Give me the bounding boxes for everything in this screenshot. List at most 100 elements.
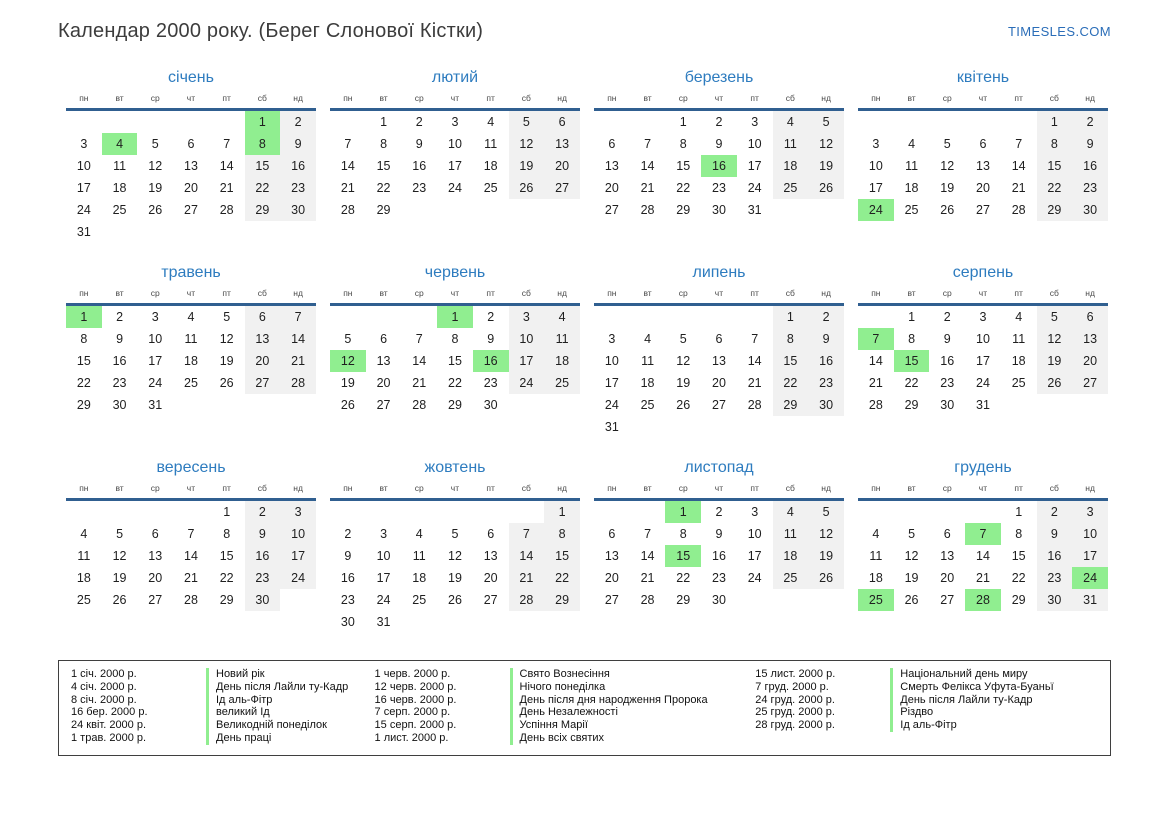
day-cell: 29 (76, 398, 91, 412)
month-жовтень: жовтень пн вт ср чт пт сб нд 1 2 3 4 5 6 7 8 9 10 11 12 13 14… (330, 459, 580, 635)
week-row: 1 (330, 499, 580, 524)
holiday-name: Великодній понеділок (206, 719, 327, 732)
empty-cell (473, 199, 509, 221)
day-cell: 23 (940, 376, 955, 390)
day-cell: 11 (869, 549, 883, 563)
day-cell: 9 (280, 133, 316, 155)
week-row: 16 17 18 19 20 21 22 (330, 567, 580, 589)
day-cell: 20 (712, 376, 726, 390)
day-cell: 9 (943, 332, 951, 346)
legend-row: 25 груд. 2000 р. Різдво (755, 706, 1095, 720)
empty-cell (437, 500, 473, 524)
holiday-marker-icon (509, 706, 513, 720)
day-cell: 1 (1036, 109, 1073, 133)
weekday-header: пт (486, 483, 495, 493)
weekday-header: ср (150, 483, 160, 493)
empty-cell (701, 416, 737, 438)
day-cell: 10 (76, 159, 91, 173)
weekday-header: ср (414, 483, 424, 493)
holiday-marker-icon (206, 731, 209, 745)
weekday-header: ср (678, 483, 688, 493)
day-cell: 15 (76, 354, 91, 368)
holiday-name-text: День після Лайли ту-Кадр (900, 693, 1033, 706)
day-cell: 20 (244, 350, 281, 372)
day-cell: 23 (112, 376, 127, 390)
day-cell: 4 (772, 109, 809, 133)
day-cell: 8 (1036, 133, 1073, 155)
weekday-header: сб (785, 93, 795, 103)
day-cell: 10 (976, 332, 990, 346)
day-cell: 28 (965, 589, 1001, 611)
empty-cell (330, 110, 366, 134)
holiday-marker-icon (509, 693, 513, 707)
holiday-date: 1 лист. 2000 р. (374, 731, 449, 744)
empty-cell (102, 500, 138, 524)
day-cell: 1 (772, 304, 809, 328)
day-cell: 21 (508, 567, 545, 589)
day-cell: 4 (544, 304, 580, 328)
day-cell: 27 (976, 203, 990, 217)
empty-cell (630, 416, 666, 438)
day-cell: 21 (219, 181, 234, 195)
weekday-header: пн (343, 288, 353, 298)
weekday-header: вт (643, 288, 652, 298)
day-cell: 17 (868, 181, 883, 195)
day-cell: 13 (604, 159, 619, 173)
week-row: 5 6 7 8 9 10 11 (330, 328, 580, 350)
week-row: 24 25 26 27 28 29 30 (66, 199, 316, 221)
day-cell: 10 (1072, 523, 1108, 545)
week-row: 11 12 13 14 15 16 17 (66, 545, 316, 567)
weekday-header: вт (379, 483, 388, 493)
weekday-header: сб (257, 483, 267, 493)
month-title: липень (692, 264, 746, 281)
holiday-name: Свято Вознесіння (509, 668, 610, 681)
weekday-header: чт (978, 288, 988, 298)
day-cell: 20 (483, 571, 498, 585)
holiday-name-text: День всіх святих (519, 731, 605, 744)
month-title: лютий (431, 69, 479, 86)
week-row: 9 10 11 12 13 14 15 (330, 545, 580, 567)
day-cell: 14 (280, 328, 316, 350)
holiday-name: Смерть Фелікса Уфута-Буаньї (890, 680, 1054, 694)
day-cell: 4 (872, 527, 880, 541)
day-cell: 11 (544, 328, 580, 350)
day-cell: 28 (868, 398, 883, 412)
weekday-header: вт (907, 483, 916, 493)
holiday-name: День після Лайли ту-Кадр (206, 680, 348, 694)
day-cell: 19 (808, 545, 844, 567)
legend-row: 1 лист. 2000 р. День всіх святих (374, 731, 756, 745)
day-cell: 12 (508, 133, 545, 155)
day-cell: 17 (1072, 545, 1108, 567)
week-row: 19 20 21 22 23 24 25 (330, 372, 580, 394)
day-cell: 16 (472, 350, 509, 372)
day-cell: 23 (1036, 567, 1073, 589)
site-link[interactable]: TIMESLES.COM (1007, 24, 1111, 39)
weekday-header: нд (821, 483, 831, 493)
empty-cell (630, 500, 666, 524)
week-row: 17 18 19 20 21 22 23 (594, 372, 844, 394)
day-cell: 24 (148, 376, 163, 390)
weekday-header: сб (521, 288, 531, 298)
day-cell: 30 (112, 398, 127, 412)
weekday-header: чт (186, 288, 196, 298)
weekday-header: чт (714, 483, 724, 493)
holiday-marker-icon (206, 693, 209, 707)
week-row: 7 8 9 10 11 12 13 (858, 328, 1108, 350)
week-row: 18 19 20 21 22 23 24 (858, 567, 1108, 589)
day-cell: 22 (676, 181, 691, 195)
day-cell: 9 (715, 137, 723, 151)
day-cell: 19 (940, 181, 955, 195)
day-cell: 28 (412, 398, 427, 412)
month-вересень: вересень пн вт ср чт пт сб нд 1 2 3 4 5 6 7 8 9 10 11 12 13 1… (66, 459, 316, 635)
weekday-header: сб (521, 93, 531, 103)
holiday-name-text: Смерть Фелікса Уфута-Буаньї (900, 680, 1054, 693)
day-cell: 26 (676, 398, 691, 412)
empty-cell (280, 394, 316, 416)
day-cell: 8 (908, 332, 916, 346)
empty-cell (245, 221, 281, 243)
empty-cell (665, 305, 701, 329)
holiday-marker-icon (890, 693, 894, 707)
day-cell: 30 (244, 589, 281, 611)
page-title: Календар 2000 року. (Берег Слонової Кіст… (58, 20, 484, 42)
day-cell: 8 (380, 137, 388, 151)
